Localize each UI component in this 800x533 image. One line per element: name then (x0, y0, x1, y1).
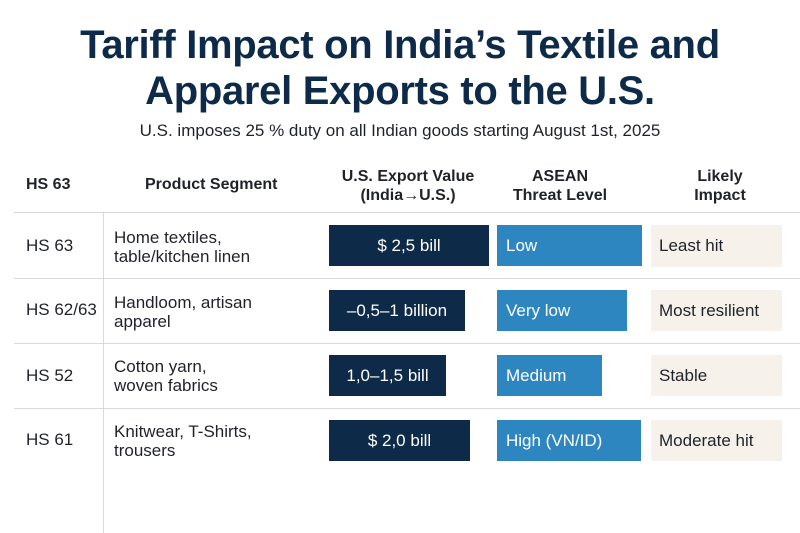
row-divider-3 (14, 408, 800, 409)
product-segment-line-1: Knitwear, T-Shirts, (114, 422, 252, 441)
header-export-value-line-2: (India→U.S.) (360, 187, 456, 204)
hs-code: HS 63 (26, 236, 74, 255)
subtitle: U.S. imposes 25 % duty on all Indian goo… (139, 121, 661, 140)
threat-level-bar: Low (497, 225, 642, 266)
header-threat-level: ASEAN Threat Level (500, 167, 620, 205)
export-value-bar: 1,0–1,5 bill (329, 355, 446, 396)
product-segment-line-1: Handloom, artisan (114, 293, 252, 312)
threat-level-bar: High (VN/ID) (497, 420, 641, 461)
hs-code: HS 62/63 (26, 300, 97, 319)
header-product-segment: Product Segment (145, 176, 278, 193)
header-divider (14, 212, 800, 213)
row-divider-1 (14, 278, 800, 279)
row-divider-2 (14, 343, 800, 344)
export-value-bar: $ 2,0 bill (329, 420, 470, 461)
header-threat-level-line-2: Threat Level (512, 187, 608, 204)
page-title: Tariff Impact on India’s Textile and App… (0, 22, 800, 114)
likely-impact-badge: Stable (651, 355, 782, 396)
column-divider (103, 213, 104, 533)
header-likely-impact-line-1: Likely (697, 168, 743, 185)
product-segment-line-1: Home textiles, (114, 228, 222, 247)
header-export-value: U.S. Export Value (India→U.S.) (318, 167, 498, 205)
product-segment: Home textiles, table/kitchen linen (114, 228, 250, 266)
likely-impact-badge: Moderate hit (651, 420, 782, 461)
hs-code: HS 61 (26, 430, 74, 449)
threat-level-bar: Very low (497, 290, 627, 331)
export-value-bar: –0,5–1 billion (329, 290, 465, 331)
header-hs-code: HS 63 (26, 176, 71, 193)
title-line-2: Apparel Exports to the U.S. (145, 69, 655, 113)
header-threat-level-line-1: ASEAN (531, 168, 588, 185)
likely-impact-badge: Least hit (651, 225, 782, 267)
hs-code: HS 52 (26, 366, 74, 385)
product-segment-line-1: Cotton yarn, (114, 357, 207, 376)
title-line-1: Tariff Impact on India’s Textile and (80, 23, 720, 67)
header-likely-impact: Likely Impact (660, 167, 780, 205)
product-segment: Knitwear, T-Shirts, trousers (114, 422, 252, 460)
product-segment-line-2: woven fabrics (114, 376, 218, 395)
product-segment-line-2: apparel (114, 312, 171, 331)
product-segment-line-2: table/kitchen linen (114, 247, 251, 266)
product-segment: Cotton yarn, woven fabrics (114, 357, 218, 395)
header-likely-impact-line-2: Impact (694, 187, 746, 204)
product-segment: Handloom, artisan apparel (114, 293, 252, 331)
product-segment-line-2: trousers (114, 441, 176, 460)
threat-level-bar: Medium (497, 355, 602, 396)
export-value-bar: $ 2,5 bill (329, 225, 489, 266)
header-export-value-line-1: U.S. Export Value (341, 168, 475, 185)
likely-impact-badge: Most resilient (651, 290, 782, 331)
